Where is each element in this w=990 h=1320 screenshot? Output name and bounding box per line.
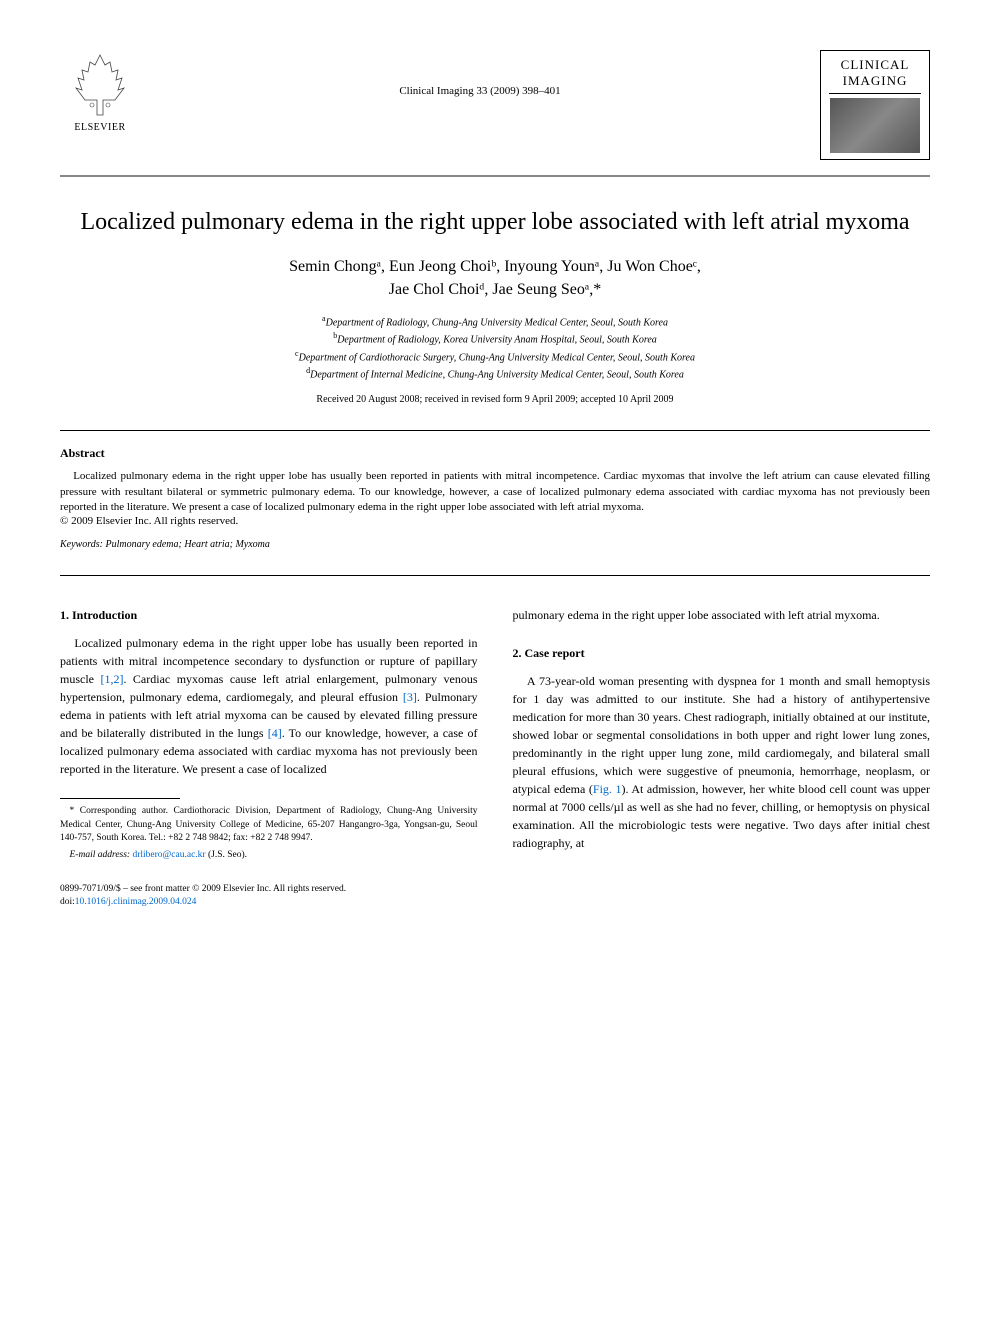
authors: Semin Chongᵃ, Eun Jeong Choiᵇ, Inyoung Y… — [60, 256, 930, 301]
affiliation-b: bDepartment of Radiology, Korea Universi… — [60, 330, 930, 347]
corresponding-author-footnote: * Corresponding author. Cardiothoracic D… — [60, 805, 478, 845]
citation-ref-3[interactable]: [3] — [403, 690, 417, 704]
doi-link[interactable]: 10.1016/j.clinimag.2009.04.024 — [75, 897, 197, 907]
journal-logo: CLINICAL IMAGING — [820, 50, 930, 160]
intro-heading: 1. Introduction — [60, 606, 478, 624]
citation-ref-1-2[interactable]: [1,2] — [100, 672, 123, 686]
article-title: Localized pulmonary edema in the right u… — [60, 207, 930, 238]
rule-above-abstract — [60, 430, 930, 431]
figure-ref-1[interactable]: Fig. 1 — [593, 782, 622, 796]
abstract-heading: Abstract — [60, 446, 930, 461]
citation: Clinical Imaging 33 (2009) 398–401 — [399, 85, 560, 97]
affiliation-d: dDepartment of Internal Medicine, Chung-… — [60, 365, 930, 382]
rule-top — [60, 175, 930, 177]
publisher-logo: ELSEVIER — [60, 50, 140, 133]
email-link[interactable]: drlibero@cau.ac.kr — [132, 850, 205, 860]
keywords-label: Keywords: — [60, 539, 103, 550]
footnote-rule — [60, 798, 180, 799]
article-dates: Received 20 August 2008; received in rev… — [60, 394, 930, 405]
abstract-text: Localized pulmonary edema in the right u… — [60, 469, 930, 515]
authors-line-1: Semin Chongᵃ, Eun Jeong Choiᵇ, Inyoung Y… — [289, 258, 701, 275]
elsevier-tree-icon — [70, 50, 130, 120]
intro-paragraph: Localized pulmonary edema in the right u… — [60, 634, 478, 778]
keywords: Keywords: Pulmonary edema; Heart atria; … — [60, 539, 930, 550]
publisher-name: ELSEVIER — [74, 122, 125, 133]
affiliation-c: cDepartment of Cardiothoracic Surgery, C… — [60, 348, 930, 365]
issn-line: 0899-7071/09/$ – see front matter © 2009… — [60, 883, 478, 896]
email-footnote: E-mail address: drlibero@cau.ac.kr (J.S.… — [60, 848, 478, 862]
affiliations: aDepartment of Radiology, Chung-Ang Univ… — [60, 313, 930, 382]
footer-meta: 0899-7071/09/$ – see front matter © 2009… — [60, 883, 478, 910]
citation-ref-4[interactable]: [4] — [268, 726, 282, 740]
affiliation-a: aDepartment of Radiology, Chung-Ang Univ… — [60, 313, 930, 330]
case-paragraph: A 73-year-old woman presenting with dysp… — [513, 672, 931, 852]
keywords-text: Pulmonary edema; Heart atria; Myxoma — [103, 539, 270, 550]
intro-continuation: pulmonary edema in the right upper lobe … — [513, 606, 931, 624]
authors-line-2: Jae Chol Choiᵈ, Jae Seung Seoᵃ,* — [389, 281, 601, 298]
journal-logo-title: CLINICAL IMAGING — [829, 57, 921, 94]
case-heading: 2. Case report — [513, 644, 931, 662]
body-columns: 1. Introduction Localized pulmonary edem… — [60, 606, 930, 909]
left-column: 1. Introduction Localized pulmonary edem… — [60, 606, 478, 909]
rule-below-keywords — [60, 575, 930, 576]
header: ELSEVIER Clinical Imaging 33 (2009) 398–… — [60, 50, 930, 160]
right-column: pulmonary edema in the right upper lobe … — [513, 606, 931, 909]
doi-line: doi:10.1016/j.clinimag.2009.04.024 — [60, 896, 478, 909]
abstract-copyright: © 2009 Elsevier Inc. All rights reserved… — [60, 515, 930, 527]
journal-logo-image — [830, 98, 920, 153]
